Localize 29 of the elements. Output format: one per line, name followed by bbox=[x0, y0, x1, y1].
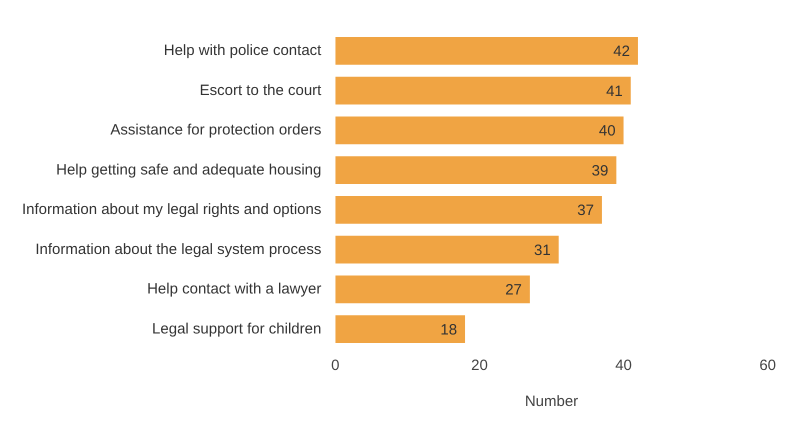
bar bbox=[335, 196, 602, 224]
x-tick-label: 0 bbox=[331, 357, 340, 374]
y-tick-label: Help with police contact bbox=[164, 42, 322, 60]
y-tick-label: Escort to the court bbox=[200, 82, 322, 99]
data-label: 27 bbox=[505, 282, 522, 299]
data-label: 40 bbox=[598, 122, 616, 140]
y-tick-label: Legal support for children bbox=[152, 320, 322, 338]
y-tick-label: Information about the legal system process bbox=[35, 240, 322, 258]
y-tick-label: Assistance for protection orders bbox=[110, 122, 322, 139]
bar bbox=[335, 116, 624, 144]
bar bbox=[335, 315, 466, 344]
bar bbox=[335, 36, 638, 65]
data-label: 18 bbox=[440, 321, 458, 338]
x-tick-label: 40 bbox=[615, 357, 632, 374]
y-tick-label: Information about my legal rights and options bbox=[22, 201, 322, 218]
bar bbox=[335, 76, 631, 105]
data-label: 39 bbox=[592, 162, 608, 180]
x-tick-label: 20 bbox=[471, 357, 488, 374]
y-tick-label: Help getting safe and adequate housing bbox=[56, 161, 322, 178]
data-label: 42 bbox=[613, 43, 630, 60]
data-label: 41 bbox=[606, 82, 623, 100]
data-label: 37 bbox=[577, 202, 594, 220]
bar bbox=[335, 275, 530, 304]
bar bbox=[335, 236, 559, 264]
y-tick-label: Help contact with a lawyer bbox=[147, 280, 322, 298]
data-label: 31 bbox=[534, 242, 551, 259]
x-tick-label: 60 bbox=[759, 357, 776, 374]
bar bbox=[335, 156, 616, 184]
x-axis-title: Number bbox=[524, 393, 578, 410]
